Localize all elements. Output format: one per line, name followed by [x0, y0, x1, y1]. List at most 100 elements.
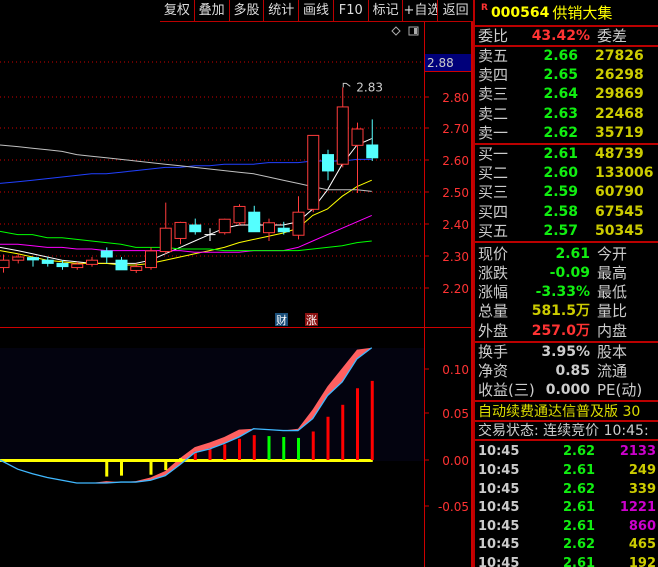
candle	[115, 257, 128, 271]
candle	[27, 257, 39, 267]
indicator-bar	[356, 388, 359, 460]
stat-row: 涨跌 -0.09 最高	[475, 264, 658, 283]
buy-orders: 买一 2.61 48739 买二 2.60 133006 买三 2.59 60790 买四 2.58…	[475, 145, 658, 243]
candle	[0, 254, 10, 273]
candle-body	[100, 250, 113, 258]
label: 买一	[478, 144, 509, 163]
price: 2.62	[543, 124, 578, 141]
candle	[204, 228, 216, 241]
panel-toggle-icon[interactable]	[408, 26, 419, 36]
price: 2.63	[543, 105, 578, 122]
label: 委比	[478, 27, 509, 45]
candle-body	[145, 250, 157, 269]
kline-chart[interactable]: 2.83 财 涨	[0, 0, 425, 567]
price-tick-label: 2.50	[442, 186, 469, 200]
indicator-bar	[223, 444, 227, 460]
candle-body	[159, 227, 172, 253]
label: 流通	[597, 362, 628, 380]
overlay-button[interactable]: 叠加	[195, 0, 230, 21]
stats2: 换手 3.95% 股本 净资 0.85 流通 收益(三) 0.000 PE(动)	[475, 343, 658, 403]
f10-button[interactable]: F10	[334, 0, 369, 21]
order-row: 卖五 2.66 27826	[475, 47, 658, 66]
candle-body	[233, 205, 246, 224]
stat-row: 现价 2.61 今开	[475, 245, 658, 264]
candle-body	[351, 128, 364, 146]
candle-body	[56, 262, 69, 268]
indicator-bar	[238, 438, 241, 460]
label: 卖二	[478, 104, 509, 123]
candle	[174, 221, 187, 245]
tick-time: 10:45	[478, 500, 520, 516]
value: 0.000	[545, 382, 590, 399]
price: 2.66	[543, 48, 578, 64]
price-axis: 2.88 2.80 2.70 2.60 2.50 2.40 2.30 2.20 0.10 0.05…	[425, 22, 473, 567]
moving-average-line	[0, 230, 372, 252]
volume: 26298	[595, 67, 644, 84]
candle	[71, 261, 84, 270]
stock-name: 供销大集	[552, 4, 613, 22]
event-badge	[275, 313, 288, 326]
tick-time: 10:45	[478, 481, 520, 497]
order-row: 买五 2.57 50345	[475, 222, 658, 241]
label: 内盘	[597, 321, 628, 340]
back-button[interactable]: 返回	[442, 3, 469, 18]
label: 卖一	[478, 123, 509, 142]
candle	[145, 247, 157, 270]
order-row: 卖二 2.63 22468	[475, 105, 658, 124]
label: 委差	[597, 27, 628, 45]
stats-button[interactable]: 统计	[264, 0, 300, 21]
current-price-label: 2.88	[427, 56, 454, 70]
label: 买五	[478, 221, 509, 240]
stat-row: 外盘 257.0万 内盘	[475, 322, 658, 341]
indicator-bar	[297, 437, 300, 460]
mark-button[interactable]: 标记	[369, 0, 404, 21]
volume: 29869	[595, 86, 644, 103]
candle-body	[277, 227, 290, 233]
volume: 60790	[595, 184, 644, 201]
quote-panel: R 000564 供销大集 委比 43.42% 委差 卖五 2.66 27826 卖四…	[473, 0, 658, 567]
indicator-bar	[370, 380, 374, 460]
candle	[86, 257, 98, 267]
tick-list: 10:45 2.62 2133 10:45 2.61 249 10:45 2.62 339 10:…	[475, 441, 658, 567]
event-badge-label: 财	[276, 313, 287, 327]
label: 买四	[478, 202, 509, 221]
fuquan-button[interactable]: 复权	[160, 0, 195, 21]
tick-volume: 2133	[619, 444, 656, 460]
stat-row: 换手 3.95% 股本	[475, 343, 658, 362]
tick-time: 10:45	[478, 537, 520, 553]
multi-stock-button[interactable]: 多股	[230, 0, 265, 21]
price: 2.58	[543, 203, 578, 220]
tick-price: 2.61	[563, 462, 596, 478]
diamond-icon[interactable]	[391, 26, 401, 36]
tick-time: 10:45	[478, 555, 520, 567]
tick-price: 2.62	[563, 481, 596, 497]
label: 现价	[478, 244, 509, 263]
candle-body	[174, 221, 187, 239]
volume: 27826	[595, 48, 644, 64]
tick-price: 2.61	[563, 500, 596, 516]
tick-price: 2.62	[563, 444, 596, 460]
candle	[277, 221, 290, 235]
candle	[130, 263, 143, 273]
add-watchlist-button[interactable]: +自选	[403, 0, 439, 21]
tick-volume: 249	[628, 462, 656, 478]
indicator-bar	[311, 431, 315, 460]
signal-band	[0, 347, 372, 483]
candle	[351, 122, 364, 193]
indicator-line	[0, 347, 373, 484]
volume: 50345	[595, 222, 644, 239]
value: -3.33%	[535, 284, 590, 301]
candle-body	[86, 259, 98, 265]
candle	[218, 218, 231, 235]
ad-banner[interactable]: 自动续费通达信普及版 30	[475, 402, 658, 423]
candle	[56, 260, 69, 270]
indicator-bar	[326, 416, 330, 460]
candle	[292, 196, 305, 240]
draw-line-button[interactable]: 画线	[299, 0, 334, 21]
indicator-bar	[282, 437, 286, 460]
moving-average-line	[0, 179, 372, 266]
sell-orders: 卖五 2.66 27826 卖四 2.65 26298 卖三 2.64 29869 卖二 2.63 2…	[475, 47, 658, 145]
price-tick-label: 2.40	[442, 218, 469, 232]
label: 卖四	[478, 66, 509, 85]
candle	[12, 253, 25, 264]
